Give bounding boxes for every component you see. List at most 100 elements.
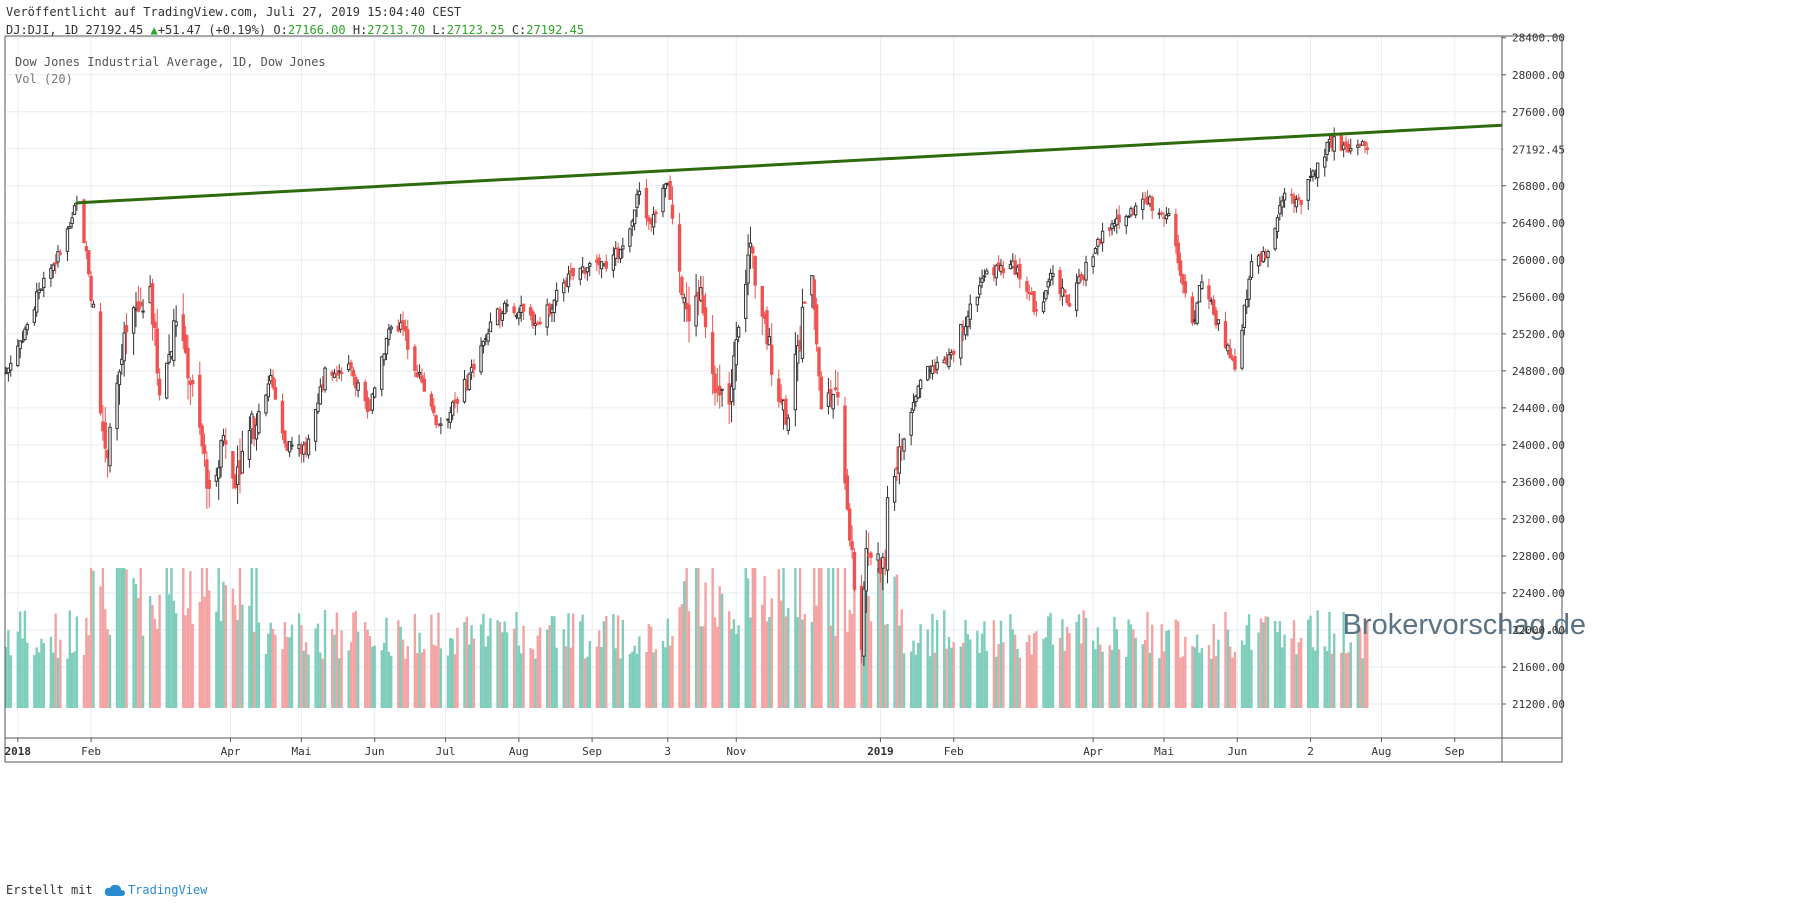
candle-body	[387, 328, 391, 340]
legend-title: Dow Jones Industrial Average, 1D, Dow Jo…	[15, 55, 326, 69]
volume-bar	[1233, 651, 1237, 708]
candle-body	[1223, 321, 1228, 349]
volume-bar	[704, 582, 707, 708]
volume-bar	[1032, 633, 1036, 708]
volume-bar	[486, 635, 490, 708]
volume-bar	[1191, 645, 1194, 708]
candle-body	[760, 285, 764, 317]
y-tick-label: 28400.00	[1512, 32, 1565, 45]
candle-body	[439, 423, 443, 426]
volume-bar	[1224, 612, 1227, 708]
candle-body	[283, 430, 287, 444]
price-chart[interactable]: Dow Jones Industrial Average, 1D, Dow Jo…	[0, 0, 1794, 880]
candle-body	[843, 405, 847, 484]
volume-bar	[302, 650, 305, 708]
candle-body	[668, 180, 672, 200]
volume-bar	[1273, 620, 1277, 708]
trendline[interactable]	[76, 123, 1503, 205]
volume-bar	[1245, 625, 1248, 708]
candle-body	[53, 262, 58, 265]
candle-body	[947, 354, 951, 368]
volume-bar	[1240, 640, 1244, 708]
candle-body	[1240, 329, 1244, 369]
volume-bar	[404, 658, 407, 708]
candle-body	[56, 251, 60, 263]
volume-bar	[215, 611, 218, 708]
candle-body	[588, 263, 592, 267]
candle-body	[800, 306, 805, 359]
candle-body	[1091, 256, 1095, 268]
candle-body	[1315, 162, 1320, 179]
volume-bar	[782, 568, 785, 708]
volume-bar	[23, 610, 27, 708]
candle-body	[751, 247, 755, 254]
candle-body	[174, 321, 178, 327]
volume-bar	[418, 632, 421, 708]
volume-bar	[66, 658, 69, 708]
candle-body	[37, 289, 41, 294]
candle-body	[980, 277, 984, 283]
volume-bar	[1342, 611, 1345, 708]
volume-bar	[961, 642, 965, 708]
volume-bar	[1143, 640, 1147, 708]
volume-bar	[966, 634, 970, 708]
volume-bar	[101, 568, 105, 708]
candle-body	[618, 249, 623, 260]
volume-bar	[817, 568, 821, 708]
candle-body	[1207, 285, 1211, 300]
volume-bar	[189, 571, 192, 708]
volume-bar	[423, 649, 426, 708]
candle-body	[1275, 217, 1280, 232]
candle-body	[1297, 197, 1301, 200]
volume-bar	[550, 615, 554, 708]
volume-bar	[602, 621, 606, 708]
candle-body	[1065, 294, 1069, 303]
footer: Erstellt mit TradingView	[6, 883, 207, 897]
volume-bar	[1063, 650, 1066, 708]
volume-bar	[82, 654, 86, 708]
x-tick-label: 2018	[5, 745, 32, 758]
volume-bar	[323, 610, 327, 708]
volume-bar	[108, 634, 112, 708]
volume-bar	[1160, 624, 1163, 708]
x-tick-label: Aug	[509, 745, 529, 758]
candle-body	[108, 426, 112, 467]
candle-body	[604, 261, 608, 269]
candle-body	[9, 362, 13, 371]
candle-body	[812, 279, 816, 310]
tradingview-logo-text[interactable]: TradingView	[127, 883, 208, 897]
volume-bar	[614, 648, 617, 708]
volume-bar	[297, 613, 301, 708]
x-tick-label: Sep	[582, 745, 602, 758]
volume-bar	[70, 652, 74, 708]
y-tick-label: 22800.00	[1512, 550, 1565, 563]
volume-bar	[304, 642, 308, 708]
y-tick-label: 24000.00	[1512, 439, 1565, 452]
candle-body	[1159, 212, 1164, 215]
candle-body	[1214, 310, 1218, 326]
volume-bar	[300, 625, 303, 708]
volume-bar	[1016, 649, 1019, 708]
candle-body	[372, 387, 377, 398]
candle-body	[1178, 260, 1183, 276]
open-value: 27166.00	[287, 23, 346, 37]
volume-bar	[997, 644, 1000, 708]
volume-bar	[1193, 647, 1196, 708]
volume-bar	[1025, 642, 1029, 708]
volume-bar	[843, 568, 847, 708]
candle-body	[720, 388, 724, 391]
candle-body	[266, 383, 271, 398]
change-value: +51.47 (+0.19%)	[157, 23, 267, 37]
volume-bar	[37, 652, 41, 708]
volume-bar	[1091, 640, 1095, 708]
candle-body	[432, 405, 436, 414]
volume-bar	[1276, 632, 1279, 708]
volume-bar	[1363, 617, 1367, 708]
y-axis: 21200.00 21600.00 22000.00 22400.00 22800.00…	[1502, 32, 1565, 711]
volume-bar	[555, 647, 558, 708]
volume-bar	[1262, 622, 1265, 708]
volume-bar	[794, 568, 797, 708]
x-tick-label: Aug	[1372, 745, 1392, 758]
volume-bar	[286, 636, 289, 708]
candle-body	[512, 306, 516, 314]
